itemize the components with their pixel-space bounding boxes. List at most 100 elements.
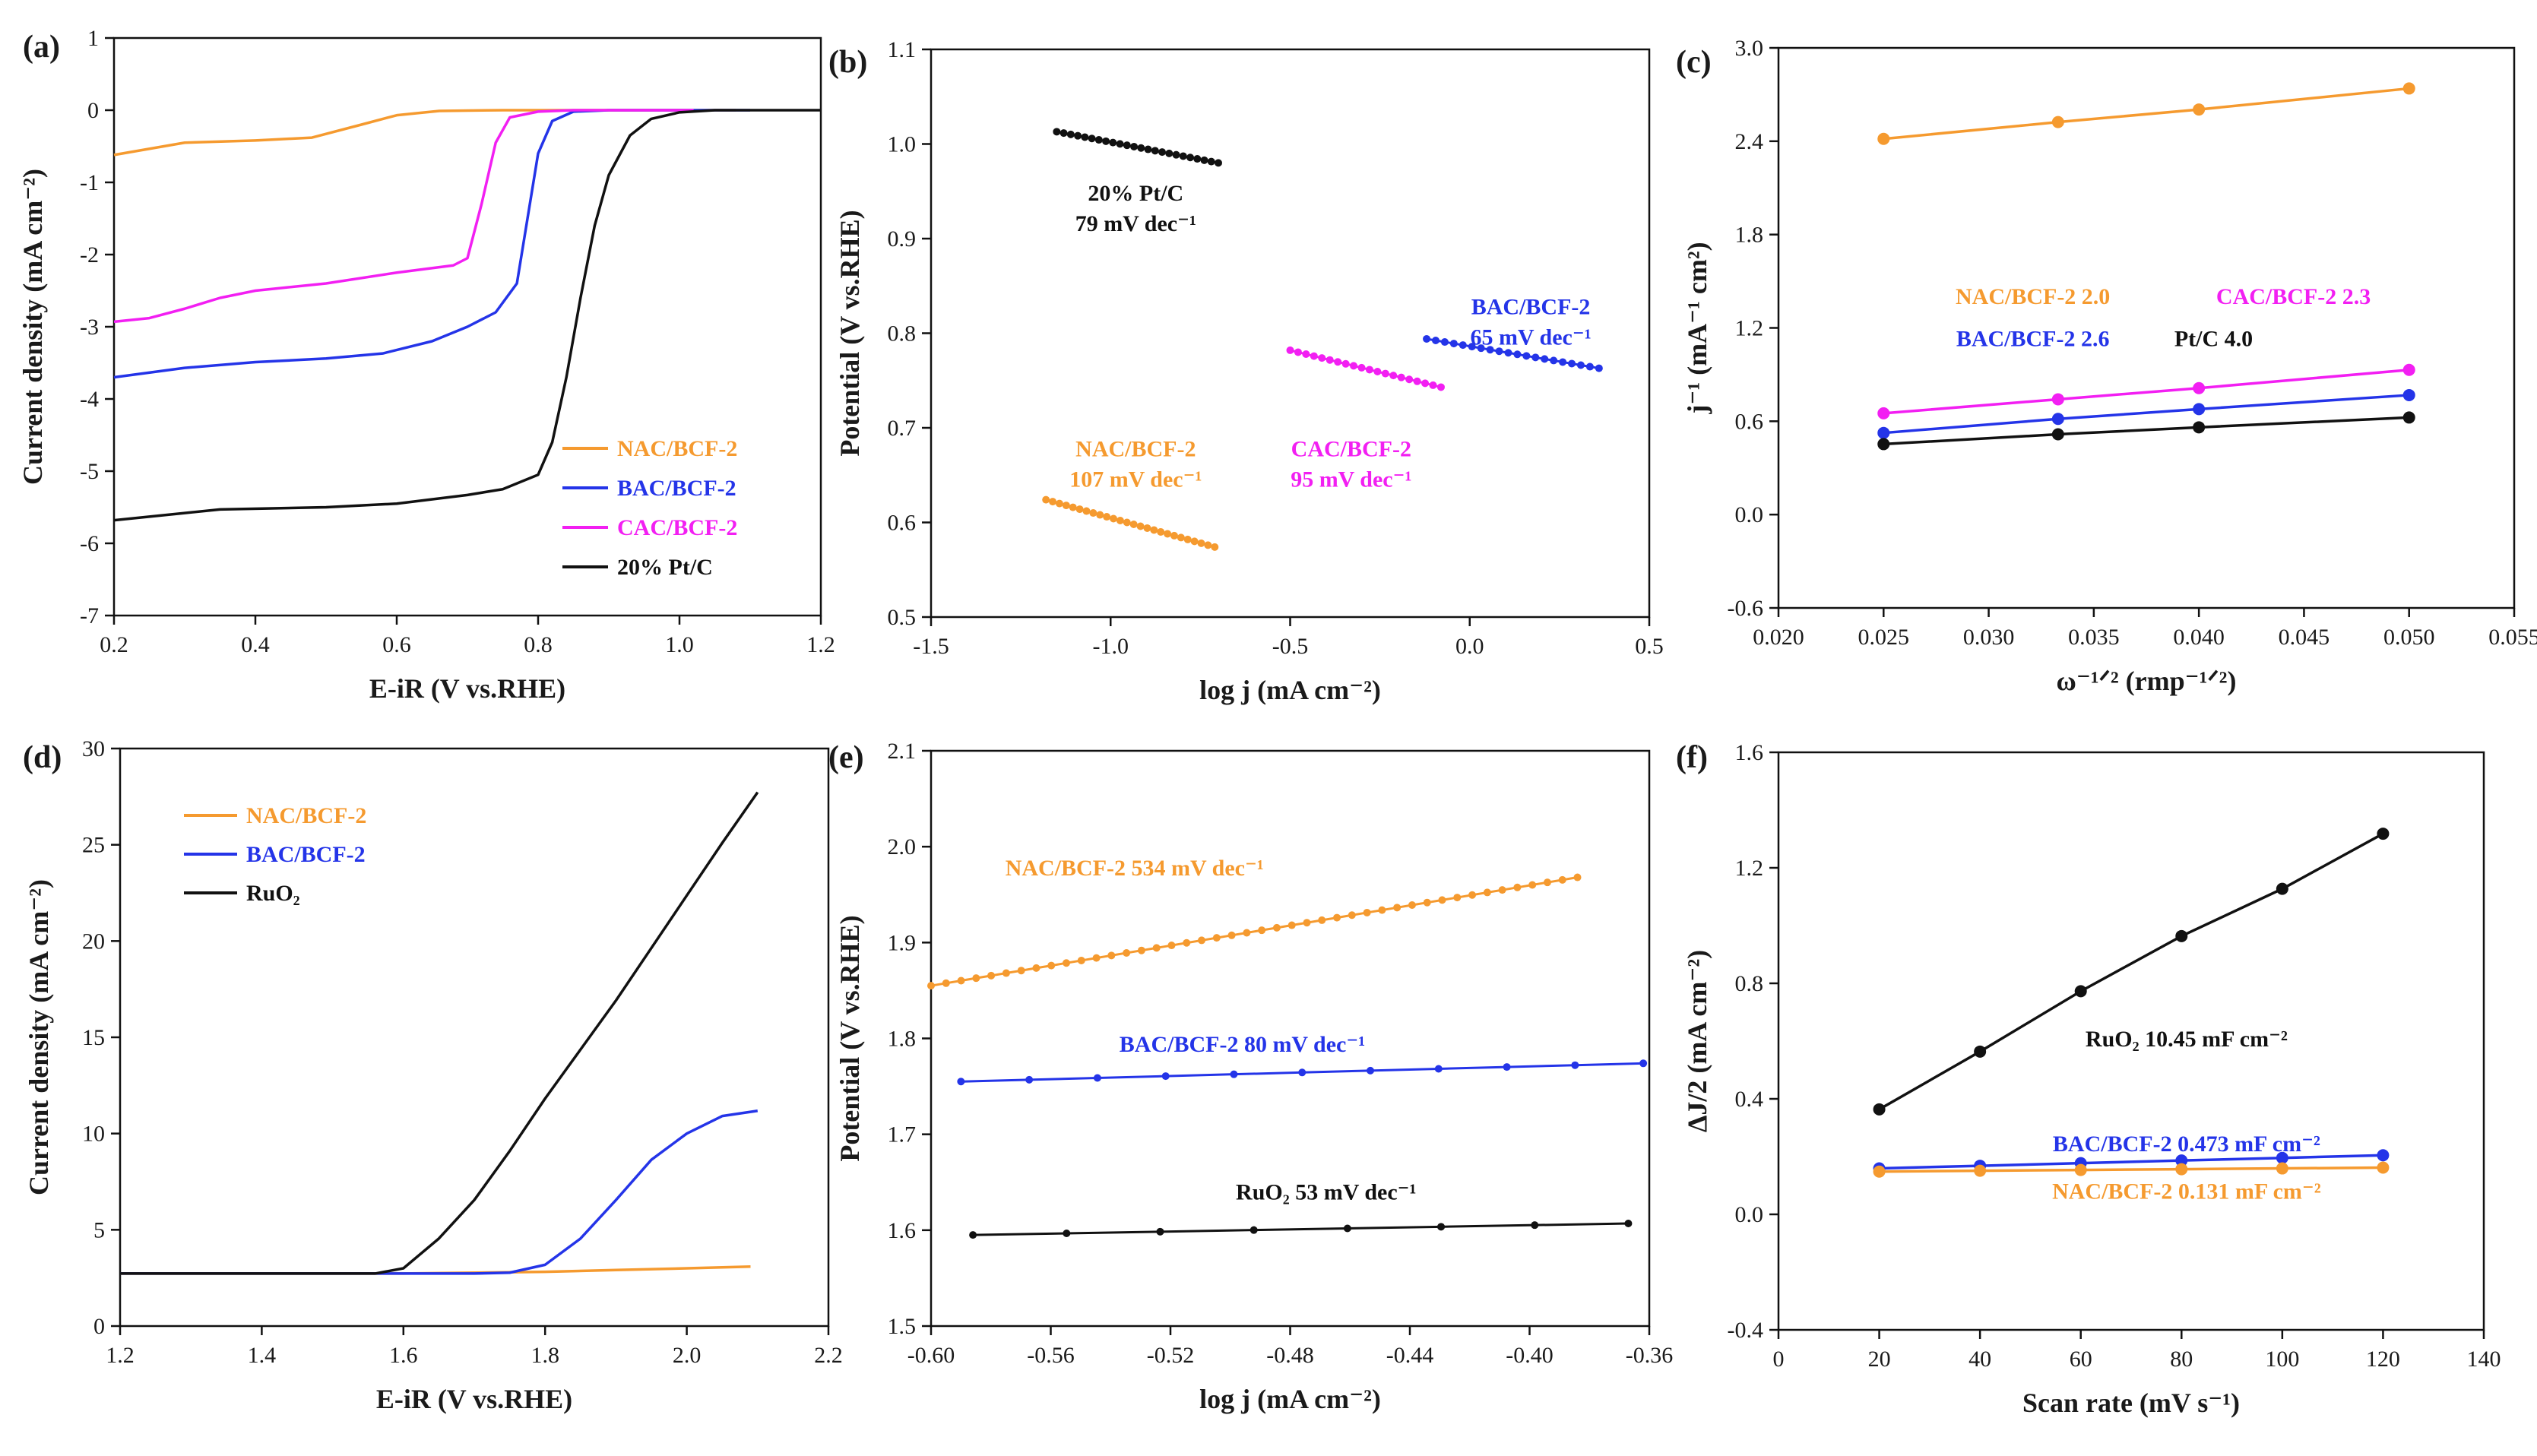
x-tick-label: -0.48 bbox=[1266, 1343, 1314, 1368]
y-tick-label: 1.6 bbox=[1735, 740, 1764, 765]
data-point-ruo- bbox=[1974, 1045, 1987, 1058]
annotation-bac: BAC/BCF-2 80 mV dec⁻¹ bbox=[1120, 1032, 1365, 1057]
data-point-nac-bcf-2 bbox=[1157, 527, 1165, 536]
data-point-nac-bcf-2 bbox=[1170, 531, 1178, 540]
series-line-20-pt-c bbox=[113, 109, 821, 522]
annotation-bac: BAC/BCF-2 2.6 bbox=[1956, 326, 2110, 351]
y-tick-label: 1.1 bbox=[888, 37, 917, 62]
data-point-nac-bcf-2 bbox=[1974, 1164, 1987, 1177]
data-point-nac-bcf-2 bbox=[1082, 507, 1091, 515]
data-point-nac-bcf-2 bbox=[1055, 499, 1063, 508]
data-point-nac-bcf-2 bbox=[1107, 951, 1116, 960]
series-line-nac-bcf-2 bbox=[1879, 1166, 2383, 1173]
data-point-20-pt-c bbox=[1137, 144, 1145, 152]
annotation-nac: NAC/BCF-2 bbox=[1075, 436, 1196, 461]
y-tick-label: 30 bbox=[82, 736, 105, 761]
data-point-cac-bcf-2 bbox=[1397, 373, 1405, 381]
data-point-bac-bcf-2 bbox=[1230, 1070, 1238, 1078]
data-point-bac-bcf-2 bbox=[1522, 352, 1531, 360]
x-tick-label: 0.8 bbox=[524, 632, 553, 657]
x-tick-label: -0.40 bbox=[1506, 1343, 1554, 1368]
data-point-bac-bcf-2 bbox=[1434, 1065, 1443, 1073]
data-point-nac-bcf-2 bbox=[1110, 514, 1118, 523]
data-point-20-pt-c bbox=[1066, 130, 1075, 138]
data-point-bac-bcf-2 bbox=[1367, 1066, 1375, 1075]
x-tick-label: -0.44 bbox=[1386, 1343, 1434, 1368]
data-point-nac-bcf-2 bbox=[1197, 539, 1205, 547]
x-tick-label: 0.045 bbox=[2279, 625, 2330, 650]
data-point-cac-bcf-2 bbox=[1357, 363, 1366, 372]
data-point-20-pt-c bbox=[1158, 148, 1167, 157]
data-point-bac-bcf-2 bbox=[1459, 341, 1467, 350]
data-point-cac-bcf-2 bbox=[1429, 381, 1437, 389]
y-tick-label: 1.2 bbox=[1735, 856, 1764, 881]
panel-d: 1.2 1.4 1.6 1.8 2.0 2.2 30 25 20 15 10 5 0 E-iR (V vs… bbox=[23, 736, 843, 1414]
annotation-ptc: 79 mV dec⁻¹ bbox=[1075, 211, 1196, 236]
series-line-ruo- bbox=[1878, 832, 2384, 1111]
data-point-20-pt-c bbox=[1116, 140, 1124, 148]
y-tick-label: 5 bbox=[93, 1217, 105, 1242]
data-point-bac-bcf-2 bbox=[1486, 346, 1494, 354]
x-tick-label: 0.025 bbox=[1858, 625, 1910, 650]
data-point-bac-bcf-2 bbox=[1468, 343, 1476, 351]
data-point-nac-bcf-2 bbox=[1378, 906, 1386, 914]
x-tick-label: -1.5 bbox=[913, 634, 949, 659]
data-point-nac-bcf-2 bbox=[1873, 1165, 1886, 1178]
annotation-cac: 95 mV dec⁻¹ bbox=[1291, 467, 1411, 492]
data-point-nac-bcf-2 bbox=[2193, 103, 2206, 116]
x-tick-label: 1.6 bbox=[389, 1343, 418, 1368]
data-point-nac-bcf-2 bbox=[1498, 886, 1506, 894]
data-point-nac-bcf-2 bbox=[1573, 873, 1582, 882]
data-point-nac-bcf-2 bbox=[1116, 517, 1124, 525]
x-tick-label: -0.5 bbox=[1272, 634, 1309, 659]
data-point-20-pt-c bbox=[1088, 135, 1096, 143]
x-tick-label: 1.2 bbox=[106, 1343, 135, 1368]
x-axis-label: log j (mA cm⁻²) bbox=[1199, 1384, 1381, 1414]
data-point-cac-bcf-2 bbox=[1350, 362, 1358, 370]
data-point-ruo- bbox=[1873, 1103, 1886, 1116]
annotation-nac: NAC/BCF-2 534 mV dec⁻¹ bbox=[1006, 856, 1264, 881]
y-tick-label: 1.8 bbox=[1735, 223, 1764, 248]
data-point-bac-bcf-2 bbox=[1559, 358, 1567, 366]
data-point-nac-bcf-2 bbox=[1143, 524, 1151, 532]
data-point-nac-bcf-2 bbox=[1288, 921, 1296, 929]
data-point-cac-bcf-2 bbox=[1310, 352, 1318, 360]
data-point-cac-bcf-2 bbox=[1877, 407, 1890, 419]
data-point-nac-bcf-2 bbox=[1212, 934, 1221, 942]
x-tick-label: -0.52 bbox=[1147, 1343, 1195, 1368]
data-point-nac-bcf-2 bbox=[2402, 82, 2415, 95]
series-line-ruo- bbox=[120, 791, 759, 1275]
data-point-20-pt-c bbox=[1144, 145, 1152, 154]
data-point-cac-bcf-2 bbox=[2402, 363, 2415, 376]
y-tick-label: -0.6 bbox=[1728, 596, 1764, 621]
data-point-20-pt-c bbox=[1102, 137, 1110, 145]
y-tick-label: 0 bbox=[87, 98, 99, 123]
series-line-nac-bcf-2 bbox=[113, 109, 736, 157]
data-point-cac-bcf-2 bbox=[2193, 381, 2206, 394]
y-tick-label: 1.5 bbox=[888, 1314, 917, 1339]
x-tick-label: 0.050 bbox=[2383, 625, 2435, 650]
x-tick-label: 1.4 bbox=[248, 1343, 277, 1368]
y-tick-label: 0.7 bbox=[888, 416, 917, 441]
annotation-ruo2: RuO₂ 10.45 mF cm⁻² bbox=[2086, 1027, 2288, 1052]
data-point-nac-bcf-2 bbox=[1002, 969, 1010, 977]
data-point-cac-bcf-2 bbox=[1389, 372, 1398, 380]
data-point-cac-bcf-2 bbox=[1286, 346, 1294, 354]
data-point-bac-bcf-2 bbox=[1449, 340, 1458, 348]
y-axis-label: ΔJ/2 (mA cm⁻²) bbox=[1682, 950, 1712, 1132]
data-point-bac-bcf-2 bbox=[1477, 344, 1485, 353]
data-point-nac-bcf-2 bbox=[1543, 878, 1551, 887]
y-tick-label: -2 bbox=[80, 242, 99, 267]
annotation-bac: BAC/BCF-2 0.473 mF cm⁻² bbox=[2053, 1132, 2320, 1157]
data-point-ruo- bbox=[2074, 985, 2087, 998]
data-point-pt-c bbox=[2051, 428, 2064, 441]
data-point-nac-bcf-2 bbox=[2051, 116, 2064, 128]
data-point-nac-bcf-2 bbox=[1123, 949, 1131, 957]
annotation-ptc: Pt/C 4.0 bbox=[2174, 326, 2253, 351]
legend-label: NAC/BCF-2 bbox=[617, 436, 737, 461]
series-line-bac-bcf-2 bbox=[1883, 394, 2409, 435]
data-point-nac-bcf-2 bbox=[1483, 888, 1491, 897]
data-point-cac-bcf-2 bbox=[1326, 356, 1334, 364]
y-tick-label: 0.8 bbox=[888, 321, 917, 347]
data-point-ruo- bbox=[1156, 1227, 1164, 1236]
